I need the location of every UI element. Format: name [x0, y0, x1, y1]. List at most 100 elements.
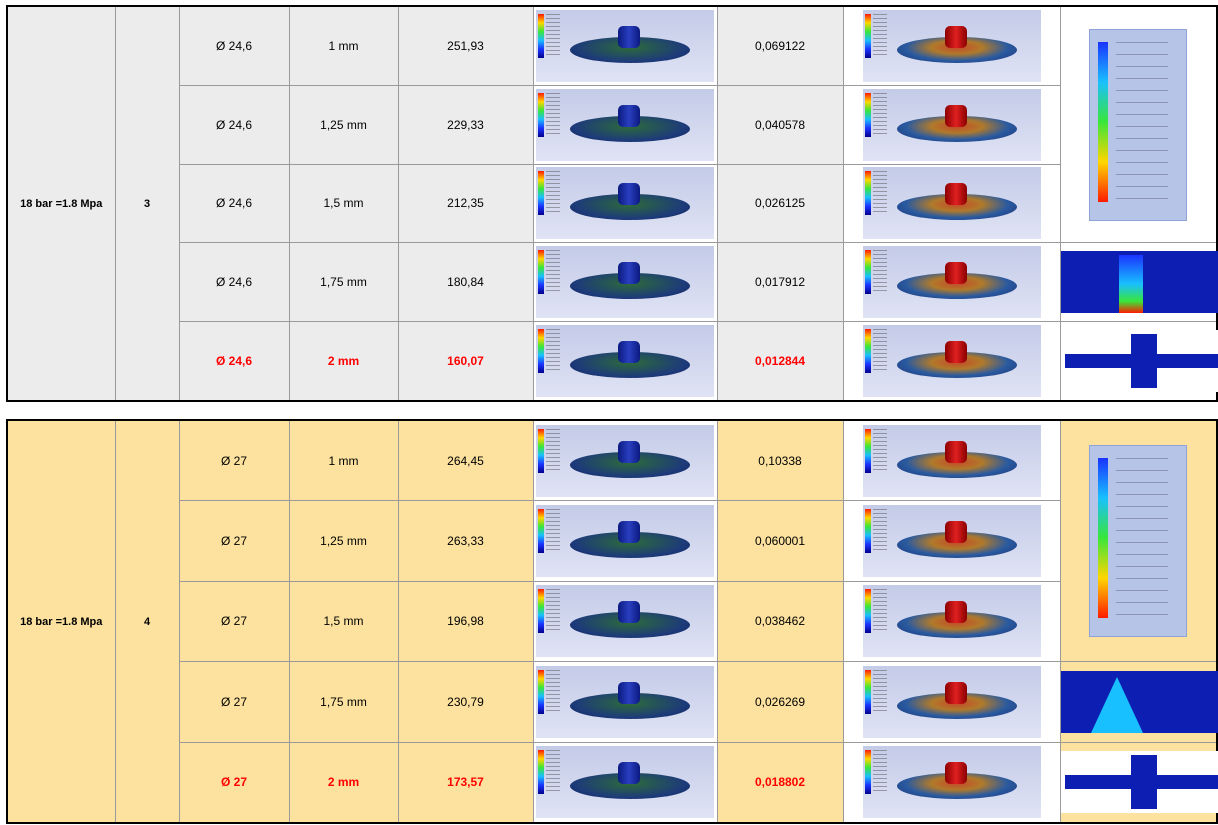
- legend-ticks: [872, 13, 887, 58]
- deformation-image-cell: [842, 321, 1061, 402]
- stress-scale-legend: [1089, 445, 1188, 638]
- deformation-render: [862, 246, 1041, 319]
- color-legend-icon: [538, 509, 544, 554]
- color-legend-icon: [864, 250, 871, 295]
- stress-cell: 264,45: [397, 419, 534, 502]
- color-legend-icon: [538, 171, 544, 216]
- deformation-image-cell: [842, 84, 1061, 165]
- boss-shape: [944, 440, 967, 463]
- stress-render: [536, 9, 714, 82]
- deformation-image-cell: [842, 419, 1061, 502]
- color-legend-icon: [538, 750, 544, 795]
- diameter-cell: Ø 27: [178, 419, 290, 502]
- diameter-cell: Ø 27: [178, 741, 290, 824]
- scale-bar: [1098, 41, 1109, 202]
- color-legend-icon: [864, 750, 871, 795]
- thickness-cell: 1,5 mm: [288, 163, 399, 244]
- color-legend-icon: [538, 669, 544, 714]
- stress-image-cell: [532, 741, 718, 824]
- stress-render: [536, 424, 714, 497]
- stress-cell: 251,93: [397, 5, 534, 86]
- section-boss: [1130, 334, 1157, 389]
- legend-ticks: [546, 171, 560, 216]
- stress-image-cell: [532, 661, 718, 743]
- stress-render: [536, 246, 714, 319]
- stress-image-cell: [532, 84, 718, 165]
- deformation-render: [862, 585, 1041, 658]
- color-legend-icon: [864, 13, 871, 58]
- stress-render: [536, 585, 714, 658]
- legend-ticks: [546, 669, 560, 714]
- legend-ticks: [872, 750, 887, 795]
- color-legend-icon: [538, 13, 544, 58]
- color-legend-icon: [538, 428, 544, 473]
- legend-ticks: [546, 509, 560, 554]
- thickness-cell: 1 mm: [288, 419, 399, 502]
- stress-render: [536, 88, 714, 161]
- legend-ticks: [872, 171, 887, 216]
- boss-shape: [618, 25, 640, 48]
- boss-shape: [944, 521, 967, 544]
- stress-render: [536, 665, 714, 738]
- scale-ticks: [1116, 41, 1169, 202]
- stress-image-cell: [532, 580, 718, 663]
- deformation-cell: 0,018802: [716, 741, 844, 824]
- boss-shape: [618, 440, 640, 463]
- table-row: Ø 24,6 2 mm 160,07 0,012844: [7, 321, 1218, 402]
- stress-render: [536, 167, 714, 240]
- stress-cell: 173,57: [397, 741, 534, 824]
- deformation-render: [862, 167, 1041, 240]
- legend-ticks: [872, 669, 887, 714]
- deformation-cell: 0,026269: [716, 661, 844, 743]
- pressure-label: 18 bar =1.8 Mpa: [6, 5, 116, 402]
- deformation-cell: 0,017912: [716, 242, 844, 323]
- stress-zone-shape: [1118, 255, 1143, 314]
- table-row: Ø 24,6 1,5 mm 212,35 0,026125: [7, 163, 1217, 244]
- legend-ticks: [546, 13, 560, 58]
- stress-cell: 160,07: [397, 321, 534, 402]
- legend-ticks: [546, 329, 560, 374]
- legend-ticks: [872, 428, 887, 473]
- boss-shape: [944, 601, 967, 624]
- boss-shape: [618, 521, 640, 544]
- stress-cell: 196,98: [397, 580, 534, 663]
- legend-ticks: [872, 329, 887, 374]
- table-row: Ø 27 1,75 mm 230,79 0,026269: [7, 661, 1218, 743]
- boss-shape: [944, 183, 967, 206]
- thickness-cell: 2 mm: [288, 741, 399, 824]
- boss-shape: [618, 762, 640, 785]
- boss-shape: [944, 341, 967, 364]
- deformation-render: [862, 665, 1041, 738]
- color-legend-icon: [538, 250, 544, 295]
- boss-shape: [944, 25, 967, 48]
- legend-ticks: [546, 428, 560, 473]
- diameter-cell: Ø 27: [178, 661, 290, 743]
- deformation-cell: 0,040578: [716, 84, 844, 165]
- legend-ticks: [872, 589, 887, 634]
- stress-cell: 263,33: [397, 500, 534, 582]
- color-legend-icon: [864, 329, 871, 374]
- thickness-cell: 1,25 mm: [288, 84, 399, 165]
- thickness-cell: 1,75 mm: [288, 661, 399, 743]
- deformation-cell: 0,012844: [716, 321, 844, 402]
- boss-shape: [944, 104, 967, 127]
- legend-ticks: [546, 750, 560, 795]
- deformation-render: [862, 9, 1041, 82]
- boss-shape: [618, 104, 640, 127]
- diameter-cell: Ø 24,6: [178, 321, 290, 402]
- scale-bar: [1098, 458, 1109, 619]
- case-index: 4: [114, 419, 180, 824]
- stress-render: [536, 505, 714, 578]
- section-boss: [1130, 755, 1157, 810]
- color-legend-icon: [538, 329, 544, 374]
- boss-shape: [944, 262, 967, 285]
- results-table-3: 18 bar =1.8 Mpa 3 Ø 24,6 1 mm 251,93 0,069122…: [6, 5, 1218, 402]
- stress-image-cell: [532, 321, 718, 402]
- deformation-image-cell: [842, 661, 1061, 743]
- stress-image-cell: [532, 419, 718, 502]
- color-legend-icon: [864, 428, 871, 473]
- color-legend-icon: [864, 509, 871, 554]
- zoomed-stress-render: [1060, 251, 1218, 314]
- deformation-cell: 0,038462: [716, 580, 844, 663]
- diameter-cell: Ø 24,6: [178, 84, 290, 165]
